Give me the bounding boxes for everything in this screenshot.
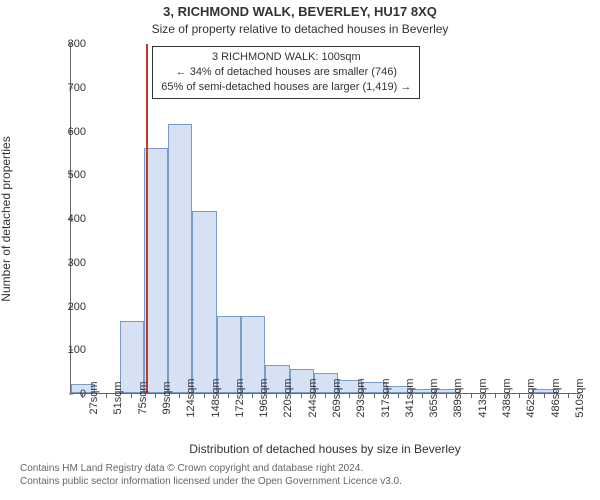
x-tick-label: 293sqm bbox=[353, 378, 367, 417]
x-tick-label: 196sqm bbox=[256, 378, 270, 417]
x-tick-mark bbox=[544, 394, 545, 398]
property-marker-line bbox=[146, 44, 148, 393]
footer-line-2: Contains public sector information licen… bbox=[20, 475, 580, 488]
x-tick-label: 486sqm bbox=[548, 378, 562, 417]
plot-area: 3 RICHMOND WALK: 100sqm ← 34% of detache… bbox=[70, 44, 580, 394]
histogram-bar bbox=[192, 211, 216, 393]
y-tick-mark bbox=[69, 44, 73, 45]
chart-title-desc: Size of property relative to detached ho… bbox=[0, 22, 600, 36]
x-tick-mark bbox=[276, 394, 277, 398]
chart-title-address: 3, RICHMOND WALK, BEVERLEY, HU17 8XQ bbox=[0, 4, 600, 19]
x-tick-label: 269sqm bbox=[329, 378, 343, 417]
x-tick-mark bbox=[301, 394, 302, 398]
x-axis-label: Distribution of detached houses by size … bbox=[70, 442, 580, 456]
annotation-line-2: ← 34% of detached houses are smaller (74… bbox=[161, 65, 411, 80]
y-tick-mark bbox=[69, 87, 73, 88]
x-tick-label: 413sqm bbox=[475, 378, 489, 417]
x-tick-mark bbox=[106, 394, 107, 398]
x-tick-mark bbox=[325, 394, 326, 398]
x-tick-mark bbox=[252, 394, 253, 398]
y-tick-mark bbox=[69, 394, 73, 395]
x-tick-label: 220sqm bbox=[280, 378, 294, 417]
x-tick-label: 124sqm bbox=[183, 378, 197, 417]
y-tick-mark bbox=[69, 219, 73, 220]
x-tick-mark bbox=[228, 394, 229, 398]
x-tick-mark bbox=[179, 394, 180, 398]
x-tick-mark bbox=[204, 394, 205, 398]
x-tick-mark bbox=[398, 394, 399, 398]
x-tick-label: 27sqm bbox=[86, 381, 100, 414]
x-tick-mark bbox=[155, 394, 156, 398]
x-tick-label: 317sqm bbox=[378, 378, 392, 417]
x-tick-mark bbox=[131, 394, 132, 398]
footer-attribution: Contains HM Land Registry data © Crown c… bbox=[20, 462, 580, 488]
x-tick-label: 510sqm bbox=[572, 378, 586, 417]
y-tick-mark bbox=[69, 175, 73, 176]
x-tick-mark bbox=[446, 394, 447, 398]
x-tick-label: 99sqm bbox=[159, 381, 173, 414]
x-tick-mark bbox=[349, 394, 350, 398]
x-tick-label: 462sqm bbox=[523, 378, 537, 417]
x-tick-mark bbox=[374, 394, 375, 398]
x-tick-mark bbox=[82, 394, 83, 398]
x-tick-label: 51sqm bbox=[110, 381, 124, 414]
chart-container: 3, RICHMOND WALK, BEVERLEY, HU17 8XQ Siz… bbox=[0, 0, 600, 500]
x-tick-mark bbox=[471, 394, 472, 398]
y-tick-mark bbox=[69, 306, 73, 307]
x-tick-label: 148sqm bbox=[208, 378, 222, 417]
footer-line-1: Contains HM Land Registry data © Crown c… bbox=[20, 462, 580, 475]
annotation-line-1: 3 RICHMOND WALK: 100sqm bbox=[161, 50, 411, 65]
x-tick-label: 172sqm bbox=[232, 378, 246, 417]
x-tick-mark bbox=[568, 394, 569, 398]
x-tick-label: 365sqm bbox=[426, 378, 440, 417]
x-tick-label: 341sqm bbox=[402, 378, 416, 417]
annotation-box: 3 RICHMOND WALK: 100sqm ← 34% of detache… bbox=[152, 46, 420, 99]
histogram-bar bbox=[168, 124, 192, 393]
y-axis-label: Number of detached properties bbox=[0, 136, 13, 301]
y-tick-mark bbox=[69, 131, 73, 132]
x-tick-label: 75sqm bbox=[135, 381, 149, 414]
x-tick-label: 438sqm bbox=[499, 378, 513, 417]
x-tick-mark bbox=[519, 394, 520, 398]
x-tick-label: 389sqm bbox=[450, 378, 464, 417]
x-tick-mark bbox=[495, 394, 496, 398]
x-tick-mark bbox=[422, 394, 423, 398]
y-tick-mark bbox=[69, 350, 73, 351]
x-tick-label: 244sqm bbox=[305, 378, 319, 417]
annotation-line-3: 65% of semi-detached houses are larger (… bbox=[161, 80, 411, 95]
y-tick-mark bbox=[69, 262, 73, 263]
